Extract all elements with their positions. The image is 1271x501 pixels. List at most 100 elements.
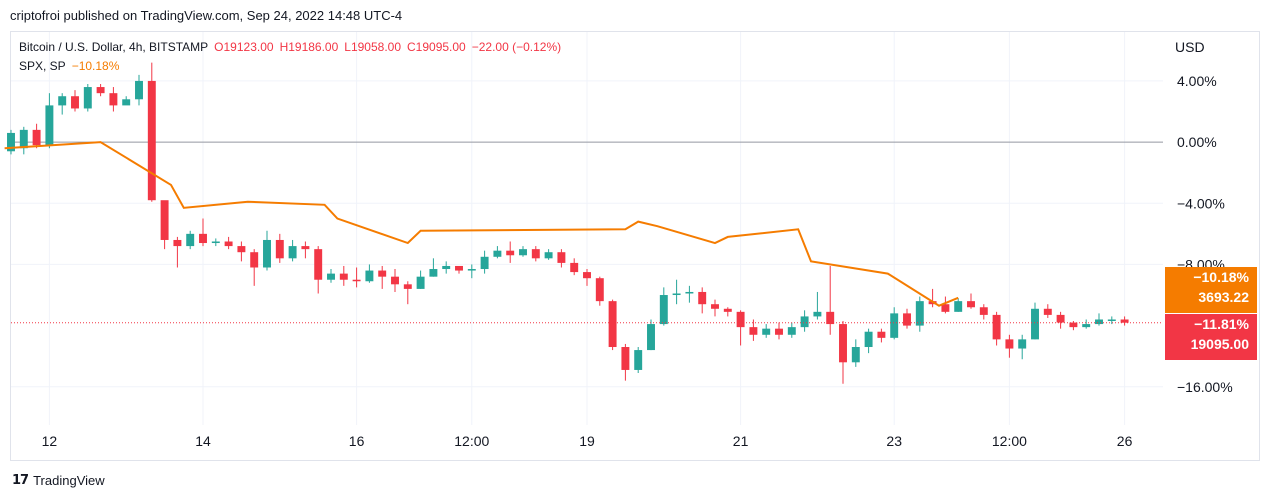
candle — [237, 241, 246, 262]
candle-body — [237, 246, 246, 253]
candle-body — [147, 80, 156, 201]
candle-body — [723, 308, 732, 312]
x-tick-label: 12 — [42, 433, 58, 449]
candle — [135, 74, 143, 106]
candle-body — [544, 252, 553, 259]
candle-body — [1043, 308, 1052, 315]
candle-body — [224, 241, 233, 247]
candle — [19, 126, 28, 155]
candle-body — [979, 307, 988, 315]
candle — [685, 285, 694, 303]
candle — [96, 83, 105, 97]
candle — [608, 299, 617, 351]
candle-body — [71, 96, 79, 109]
candle-body — [672, 293, 681, 296]
legend-compare: SPX, SP −10.18% — [19, 59, 125, 73]
candle — [864, 328, 873, 354]
candle-body — [583, 272, 591, 279]
candle-body — [7, 132, 15, 152]
candle-body — [787, 327, 796, 335]
footer-brand[interactable]: TradingView — [33, 473, 105, 488]
candle — [173, 236, 182, 268]
candle — [263, 230, 271, 271]
candle — [506, 241, 515, 263]
candle-body — [391, 276, 399, 285]
candle-body — [109, 93, 118, 106]
candle — [211, 238, 220, 247]
btc-price: 19095.00 — [1190, 336, 1249, 352]
candle-body — [800, 316, 809, 328]
x-tick-label: 12:00 — [454, 433, 489, 449]
candle — [800, 310, 809, 332]
candle-body — [275, 239, 284, 259]
candle-body — [83, 87, 92, 109]
candle-body — [480, 256, 489, 270]
candle — [954, 298, 963, 312]
candle-body — [1069, 322, 1078, 328]
candle — [544, 249, 553, 260]
candle-body — [864, 331, 873, 348]
candle — [301, 241, 310, 259]
candle-body — [339, 273, 348, 280]
y-tick-label: 0.00% — [1177, 134, 1217, 150]
candle — [570, 258, 579, 276]
candle-body — [493, 250, 502, 257]
candle — [967, 293, 975, 309]
candle-body — [1005, 339, 1014, 349]
candle-body — [288, 246, 297, 259]
grid — [11, 32, 1163, 425]
candle — [634, 347, 643, 374]
candle-body — [416, 276, 425, 289]
candle-body — [352, 279, 361, 282]
candle — [1082, 319, 1091, 329]
candle — [826, 265, 835, 335]
candle-body — [467, 269, 476, 271]
candle-body — [506, 250, 515, 256]
currency-label: USD — [1175, 39, 1205, 55]
candle-body — [1095, 319, 1103, 325]
candle — [339, 265, 348, 286]
candle — [199, 218, 207, 247]
candle-body — [1120, 319, 1129, 323]
candle-body — [1031, 308, 1039, 340]
candle — [621, 343, 630, 381]
legend-high: H19186.00 — [279, 40, 339, 54]
candle — [109, 87, 118, 112]
compare-line — [4, 141, 959, 307]
candle-body — [519, 249, 527, 256]
x-tick-label: 23 — [886, 433, 902, 449]
candle — [58, 93, 67, 115]
candle-body — [557, 252, 566, 263]
candle — [531, 246, 540, 262]
candle — [378, 265, 387, 289]
candle — [723, 307, 732, 317]
candle-body — [775, 328, 783, 335]
legend-compare-symbol[interactable]: SPX, SP — [19, 59, 66, 73]
footer: 17 TradingView — [12, 473, 105, 488]
candle-body — [327, 273, 335, 280]
candle-body — [608, 301, 617, 348]
candle — [839, 321, 847, 384]
candle — [979, 304, 988, 320]
spx-price: 3693.22 — [1198, 289, 1249, 305]
candle-body — [659, 295, 668, 325]
published-info: criptofroi published on TradingView.com,… — [10, 8, 403, 23]
candle-body — [1056, 314, 1065, 323]
candle-body — [301, 246, 310, 250]
y-tick-label: 4.00% — [1177, 73, 1217, 89]
candle — [32, 123, 41, 149]
candle-body — [135, 80, 143, 100]
candle-body — [647, 324, 655, 351]
candle-body — [199, 233, 207, 244]
legend-change: −22.00 (−0.12%) — [471, 40, 562, 54]
candle-body — [186, 233, 195, 247]
candle — [224, 236, 233, 250]
candle-body — [570, 262, 579, 273]
legend-symbol[interactable]: Bitcoin / U.S. Dollar, 4h, BITSTAMP — [19, 40, 209, 54]
candle — [877, 328, 886, 343]
candle-body — [365, 270, 374, 282]
candle-body — [429, 269, 438, 277]
candle-body — [967, 301, 975, 308]
x-axis: 12 14 16 12:00 19 21 23 12:00 26 — [42, 433, 1133, 449]
